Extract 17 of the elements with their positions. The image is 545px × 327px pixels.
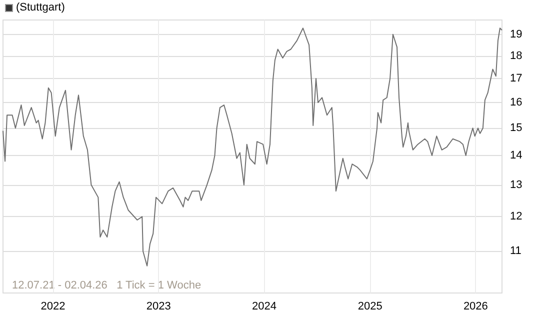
y-tick-label: 15 — [510, 122, 522, 134]
y-tick-label: 17 — [510, 72, 522, 84]
chart-title: (Stuttgart) — [16, 2, 65, 14]
y-tick-label: 16 — [510, 96, 522, 109]
x-tick-label: 2023 — [146, 300, 171, 312]
y-tick-label: 14 — [510, 150, 522, 162]
x-tick-label: 2025 — [358, 300, 382, 312]
x-tick-label: 2024 — [252, 300, 276, 312]
line-series — [2, 28, 502, 266]
y-tick-label: 13 — [510, 178, 522, 191]
y-tick-label: 18 — [510, 50, 522, 62]
y-tick-label: 11 — [510, 245, 522, 258]
y-tick-label: 19 — [510, 28, 522, 40]
x-tick-label: 2022 — [40, 300, 66, 312]
x-tick-label: 2026 — [463, 300, 488, 312]
y-tick-label: 12 — [510, 210, 522, 223]
annotation: 12.07.21 - 02.04.26 1 Tick = 1 Woche — [12, 280, 202, 292]
